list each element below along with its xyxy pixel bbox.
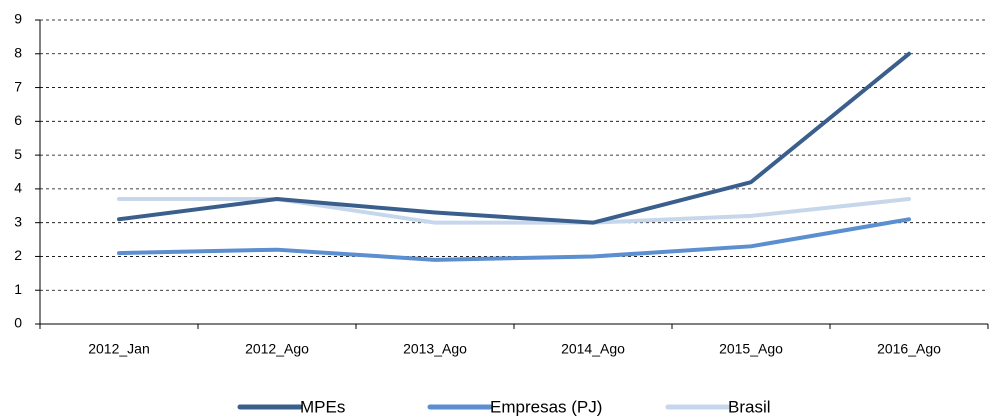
y-tick-label: 6 (14, 112, 22, 128)
x-tick-label: 2016_Ago (877, 341, 941, 357)
legend-label: MPEs (300, 397, 345, 416)
x-tick-label: 2012_Ago (245, 341, 309, 357)
y-tick-label: 8 (14, 44, 22, 60)
y-tick-label: 4 (14, 180, 22, 196)
series-line (117, 51, 911, 225)
x-tick-label: 2014_Ago (561, 341, 625, 357)
series-line (117, 197, 911, 225)
x-tick-label: 2012_Jan (88, 341, 150, 357)
series-line (117, 217, 911, 262)
y-tick-label: 5 (14, 146, 22, 162)
y-tick-label: 3 (14, 213, 22, 229)
legend-label: Brasil (728, 397, 771, 416)
x-tick-label: 2015_Ago (719, 341, 783, 357)
y-tick-label: 2 (14, 247, 22, 263)
y-tick-label: 1 (14, 281, 22, 297)
legend-label: Empresas (PJ) (490, 397, 602, 416)
x-tick-label: 2013_Ago (403, 341, 467, 357)
y-tick-label: 9 (14, 11, 22, 27)
y-tick-label: 7 (14, 78, 22, 94)
y-tick-label: 0 (14, 315, 22, 331)
